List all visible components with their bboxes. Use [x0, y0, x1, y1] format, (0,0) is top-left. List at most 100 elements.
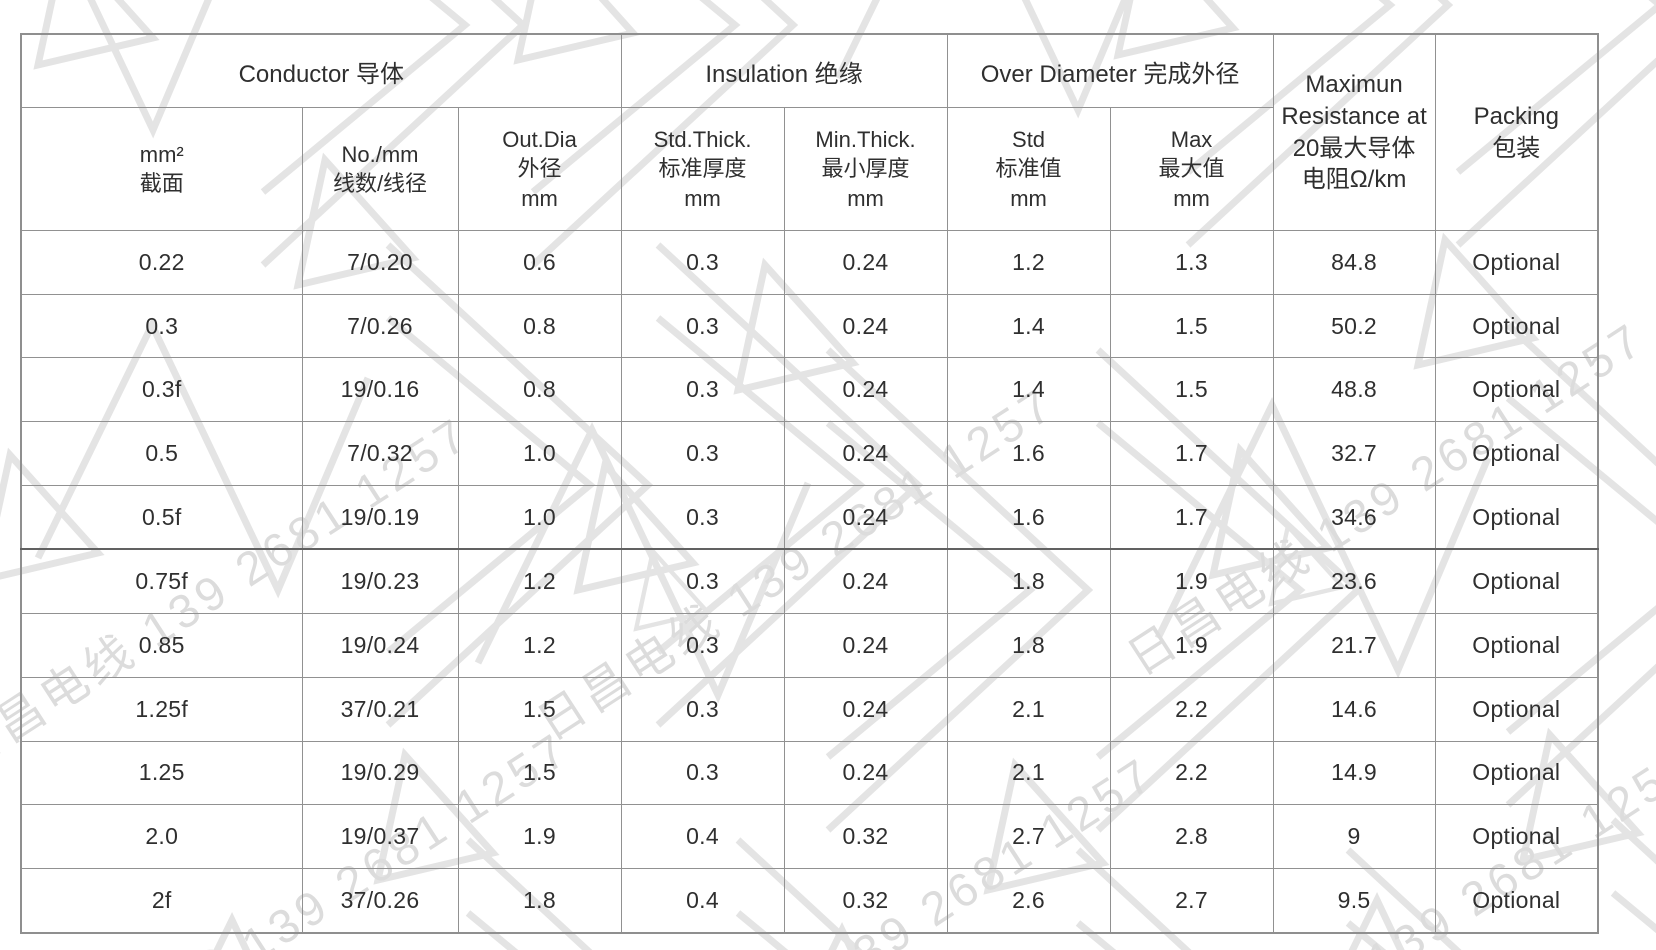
table-cell: 2.7: [946, 804, 1111, 869]
table-cell: 0.4: [620, 867, 785, 934]
table-cell: 9.5: [1272, 867, 1436, 934]
table-cell: 14.6: [1272, 676, 1436, 742]
table-cell: 1.2: [946, 230, 1111, 295]
table-cell: 1.2: [457, 613, 622, 678]
table-cell: Optional: [1434, 421, 1599, 486]
column-header-max-resistance: Maximun Resistance at 20最大导体 电阻Ω/km: [1272, 33, 1436, 231]
table-cell: Optional: [1434, 867, 1599, 934]
table-cell: 0.75f: [20, 548, 303, 615]
table-cell: 19/0.24: [301, 613, 459, 678]
table-cell: 0.3: [620, 676, 785, 742]
table-cell: 0.3: [620, 484, 785, 550]
table-row: 0.3 7/0.26 0.8 0.3 0.24 1.4 1.5 50.2 Optional: [20, 293, 1599, 359]
column-header-std-thick: Std.Thick. 标准厚度 mm: [620, 107, 785, 231]
table-cell: 0.3: [620, 548, 785, 615]
column-header-min-thick: Min.Thick. 最小厚度 mm: [783, 107, 948, 231]
table-cell: 0.4: [620, 804, 785, 869]
table-cell: 0.24: [783, 676, 948, 742]
table-cell: 2.7: [1109, 867, 1274, 934]
group-header-conductor: Conductor 导体: [20, 33, 622, 108]
table-cell: 0.32: [783, 804, 948, 869]
table-cell: 50.2: [1272, 293, 1436, 359]
table-cell: 0.8: [457, 293, 622, 359]
table-cell: 84.8: [1272, 230, 1436, 295]
table-cell: 1.25: [20, 740, 303, 806]
table-cell: 1.5: [1109, 357, 1274, 423]
table-cell: 2.2: [1109, 740, 1274, 806]
table-cell: 1.8: [946, 613, 1111, 678]
column-header-no-mm: No./mm 线数/线径: [301, 107, 459, 231]
table-cell: 2.6: [946, 867, 1111, 934]
table-cell: 0.24: [783, 484, 948, 550]
table-cell: Optional: [1434, 740, 1599, 806]
table-cell: 1.2: [457, 548, 622, 615]
table-cell: 0.3: [620, 293, 785, 359]
table-cell: 0.3: [20, 293, 303, 359]
table-cell: 48.8: [1272, 357, 1436, 423]
table-cell: 0.24: [783, 548, 948, 615]
column-header-cross-section: mm² 截面: [20, 107, 303, 231]
table-cell: 0.3f: [20, 357, 303, 423]
table-cell: 1.0: [457, 484, 622, 550]
table-cell: 23.6: [1272, 548, 1436, 615]
table-cell: 2.8: [1109, 804, 1274, 869]
table-cell: 1.3: [1109, 230, 1274, 295]
table-cell: Optional: [1434, 230, 1599, 295]
table-cell: 0.24: [783, 613, 948, 678]
table-cell: 0.8: [457, 357, 622, 423]
table-cell: 1.5: [1109, 293, 1274, 359]
table-cell: 0.3: [620, 421, 785, 486]
table-cell: 1.6: [946, 484, 1111, 550]
table-cell: 0.3: [620, 230, 785, 295]
table-cell: 7/0.32: [301, 421, 459, 486]
table-cell: 0.22: [20, 230, 303, 295]
table-row: 1.25 19/0.29 1.5 0.3 0.24 2.1 2.2 14.9 Optional: [20, 740, 1599, 806]
group-header-over-diameter: Over Diameter 完成外径: [946, 33, 1274, 108]
table-cell: 21.7: [1272, 613, 1436, 678]
table-cell: 0.24: [783, 421, 948, 486]
table-cell: 1.9: [1109, 548, 1274, 615]
table-row: 1.25f 37/0.21 1.5 0.3 0.24 2.1 2.2 14.6 Optional: [20, 676, 1599, 742]
table-cell: 1.8: [457, 867, 622, 934]
table-cell: 1.7: [1109, 484, 1274, 550]
column-header-out-dia: Out.Dia 外径 mm: [457, 107, 622, 231]
table-cell: 37/0.21: [301, 676, 459, 742]
table-cell: 2.2: [1109, 676, 1274, 742]
table-cell: 0.3: [620, 357, 785, 423]
table-cell: 1.6: [946, 421, 1111, 486]
table-row: 0.3f 19/0.16 0.8 0.3 0.24 1.4 1.5 48.8 Optional: [20, 357, 1599, 423]
table-cell: 0.24: [783, 357, 948, 423]
table-row: 2.0 19/0.37 1.9 0.4 0.32 2.7 2.8 9 Optional: [20, 804, 1599, 869]
table-cell: Optional: [1434, 357, 1599, 423]
table-cell: 0.32: [783, 867, 948, 934]
table-cell: 1.9: [457, 804, 622, 869]
table-cell: 1.0: [457, 421, 622, 486]
table-row: 2f 37/0.26 1.8 0.4 0.32 2.6 2.7 9.5 Optional: [20, 867, 1599, 934]
table-cell: Optional: [1434, 484, 1599, 550]
table-cell: 19/0.23: [301, 548, 459, 615]
table-cell: Optional: [1434, 676, 1599, 742]
table-cell: 1.4: [946, 293, 1111, 359]
table-cell: 7/0.20: [301, 230, 459, 295]
column-header-od-max: Max 最大值 mm: [1109, 107, 1274, 231]
table-cell: 1.5: [457, 676, 622, 742]
table-cell: 2.1: [946, 740, 1111, 806]
table-cell: 32.7: [1272, 421, 1436, 486]
table-cell: 1.8: [946, 548, 1111, 615]
table-cell: 1.5: [457, 740, 622, 806]
table-cell: Optional: [1434, 804, 1599, 869]
table-cell: 0.3: [620, 740, 785, 806]
table-row: 0.5f 19/0.19 1.0 0.3 0.24 1.6 1.7 34.6 Optional: [20, 484, 1599, 550]
table-body: 0.22 7/0.20 0.6 0.3 0.24 1.2 1.3 84.8 Optional 0.…: [20, 230, 1599, 934]
table-cell: 14.9: [1272, 740, 1436, 806]
table-cell: 9: [1272, 804, 1436, 869]
table-cell: 19/0.16: [301, 357, 459, 423]
column-header-od-std: Std 标准值 mm: [946, 107, 1111, 231]
table-cell: Optional: [1434, 548, 1599, 615]
table-cell: 19/0.19: [301, 484, 459, 550]
table-cell: 1.7: [1109, 421, 1274, 486]
table-cell: 2.1: [946, 676, 1111, 742]
table-cell: 37/0.26: [301, 867, 459, 934]
table-row: 0.85 19/0.24 1.2 0.3 0.24 1.8 1.9 21.7 Optional: [20, 613, 1599, 678]
